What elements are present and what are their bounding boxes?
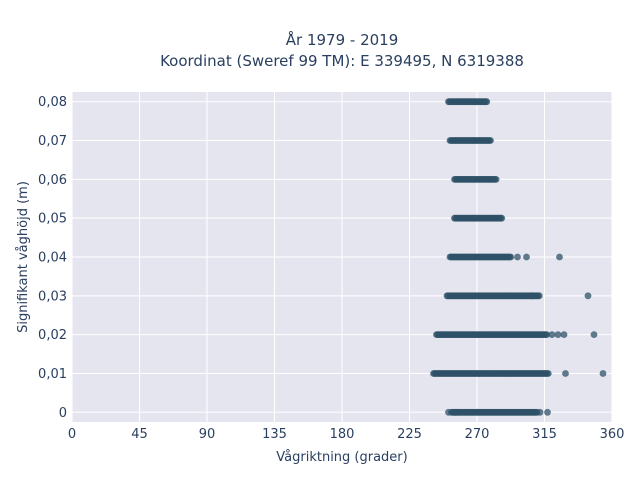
data-point-outlier	[536, 408, 544, 416]
y-tick-label: 0,06	[38, 173, 67, 188]
data-point-outlier	[445, 408, 452, 416]
data-point-outlier	[554, 331, 562, 339]
chart-title-line2: Koordinat (Sweref 99 TM): E 339495, N 63…	[160, 52, 524, 70]
data-point-outlier	[529, 292, 536, 300]
y-tick-label: 0,05	[38, 212, 67, 227]
data-point	[483, 98, 491, 106]
x-tick-label: 90	[199, 427, 216, 442]
y-tick-label: 0	[59, 406, 67, 421]
data-point-outlier	[514, 253, 521, 261]
data-point-outlier	[548, 331, 556, 339]
data-point-outlier	[599, 370, 607, 377]
data-point	[535, 292, 543, 300]
data-point-outlier	[556, 253, 563, 261]
x-axis-title: Vågriktning (grader)	[276, 450, 407, 465]
y-tick-label: 0,08	[38, 95, 67, 110]
data-points	[430, 98, 607, 416]
data-point-outlier	[560, 331, 568, 339]
x-tick-label: 180	[330, 427, 355, 442]
data-point-outlier	[523, 253, 530, 261]
y-tick-label: 0,04	[38, 251, 67, 266]
y-tick-label: 0,07	[38, 134, 67, 149]
data-point-outlier	[584, 292, 592, 300]
data-point-outlier	[544, 408, 551, 416]
x-tick-label: 270	[465, 427, 490, 442]
data-point-outlier	[562, 370, 569, 377]
y-axis-title: Signifikant våghöjd (m)	[16, 181, 31, 333]
chart-title-line1: År 1979 - 2019	[286, 30, 399, 49]
data-point	[544, 370, 552, 377]
x-tick-label: 135	[262, 427, 287, 442]
data-point	[487, 137, 494, 144]
data-point	[492, 175, 500, 183]
data-point-outlier	[452, 408, 460, 416]
x-tick-label: 45	[131, 427, 148, 442]
data-point	[498, 214, 506, 222]
data-point-outlier	[590, 331, 598, 339]
y-tick-label: 0,01	[38, 367, 67, 382]
data-point	[507, 253, 515, 261]
y-tick-label: 0,02	[38, 328, 67, 343]
x-tick-label: 315	[532, 427, 557, 442]
x-tick-label: 360	[600, 427, 625, 442]
data-point	[543, 331, 551, 339]
y-axis-ticks: 0 0,01 0,02 0,03 0,04 0,05 0,06 0,07 0,08	[38, 95, 67, 421]
y-tick-label: 0,03	[38, 289, 67, 304]
x-axis-ticks: 0 45 90 135 180 225 270 315 360	[68, 427, 625, 442]
x-tick-label: 225	[397, 427, 422, 442]
x-tick-label: 0	[68, 427, 76, 442]
